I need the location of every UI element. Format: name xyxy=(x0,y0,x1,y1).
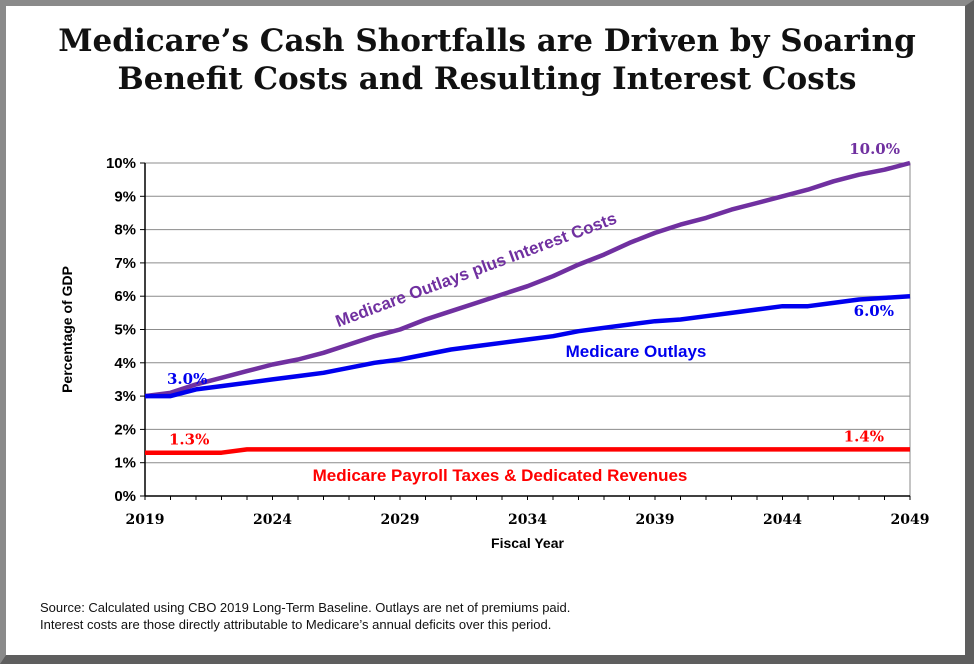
source-line-2: Interest costs are those directly attrib… xyxy=(40,617,552,632)
series-line-outlays-plus-interest xyxy=(144,160,911,399)
y-tick-label: 6% xyxy=(114,288,136,305)
chart-title: Medicare’s Cash Shortfalls are Driven by… xyxy=(0,22,974,98)
title-line-1: Medicare’s Cash Shortfalls are Driven by… xyxy=(58,23,916,59)
y-tick-label: 1% xyxy=(114,455,136,472)
y-tick-label: 2% xyxy=(114,421,136,438)
x-axis-title: Fiscal Year xyxy=(491,535,564,551)
x-tick-label: 2039 xyxy=(636,512,675,528)
y-tick-label: 0% xyxy=(114,488,136,505)
y-tick-label: 10% xyxy=(106,155,136,172)
series-label-payroll-taxes: Medicare Payroll Taxes & Dedicated Reven… xyxy=(313,466,688,485)
x-tick-label: 2024 xyxy=(253,512,292,528)
x-tick-label: 2029 xyxy=(381,512,420,528)
data-label-outlays: 3.0% xyxy=(167,370,207,388)
y-tick-label: 7% xyxy=(114,255,136,272)
x-tick-label: 2019 xyxy=(126,512,165,528)
x-tick-label: 2049 xyxy=(891,512,930,528)
x-tick-label: 2044 xyxy=(763,512,802,528)
data-label-outlays: 6.0% xyxy=(854,302,894,320)
source-note: Source: Calculated using CBO 2019 Long-T… xyxy=(40,599,570,633)
title-line-2: Benefit Costs and Resulting Interest Cos… xyxy=(117,61,857,97)
source-line-1: Source: Calculated using CBO 2019 Long-T… xyxy=(40,600,571,615)
series-label-outlays: Medicare Outlays xyxy=(566,342,707,361)
y-tick-label: 5% xyxy=(114,322,136,339)
y-tick-label: 3% xyxy=(114,388,136,405)
data-label-payroll-taxes: 1.3% xyxy=(169,431,209,449)
x-tick-label: 2034 xyxy=(508,512,547,528)
series-line-payroll-taxes xyxy=(145,447,910,455)
data-label-payroll-taxes: 1.4% xyxy=(844,427,884,445)
y-tick-label: 8% xyxy=(114,222,136,239)
series-line-outlays xyxy=(145,293,911,399)
y-axis-title: Percentage of GDP xyxy=(59,266,75,393)
y-tick-label: 4% xyxy=(114,355,136,372)
data-label-outlays-plus-interest: 10.0% xyxy=(849,140,900,158)
y-tick-label: 9% xyxy=(114,188,136,205)
